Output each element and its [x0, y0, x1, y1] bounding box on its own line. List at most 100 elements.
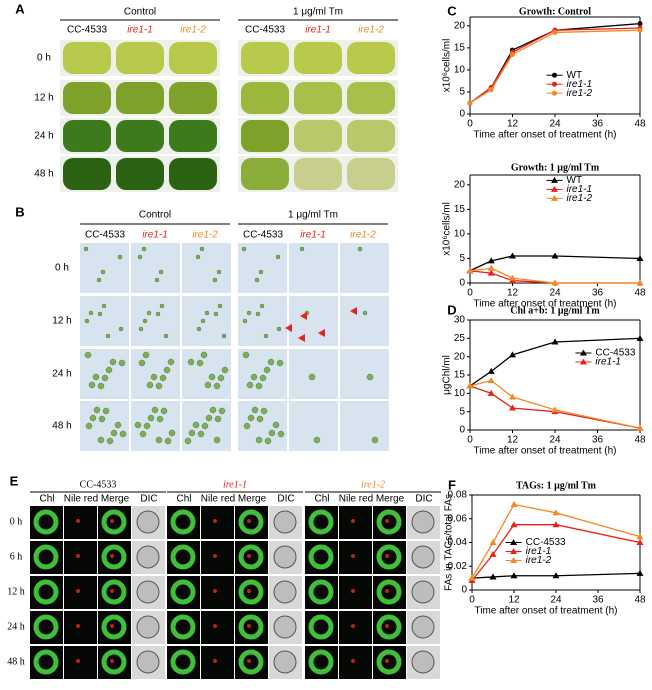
cell: [137, 254, 143, 260]
cell: [139, 430, 147, 438]
cell: [98, 415, 106, 423]
micrograph: [182, 296, 231, 346]
chloroplast: [238, 614, 264, 640]
micrograph: [131, 243, 180, 293]
micrograph: [182, 349, 231, 399]
cell: [151, 406, 159, 414]
legend-label: CC-4533: [595, 348, 635, 359]
strain-label: CC-4533: [245, 25, 285, 36]
cell: [196, 326, 202, 332]
cell: [196, 359, 204, 367]
cell: [97, 382, 105, 390]
cell: [118, 359, 126, 367]
cell: [201, 422, 209, 430]
cell: [155, 382, 163, 390]
cell: [268, 429, 276, 437]
cell: [255, 382, 263, 390]
chloroplast: [101, 614, 127, 640]
channel-label: Chl: [314, 494, 329, 505]
data-point: [509, 351, 516, 358]
lipid: [351, 624, 355, 628]
micrograph: [201, 646, 234, 679]
tube: [294, 120, 342, 152]
y-tick-label: 0: [459, 425, 465, 436]
legend-label: ire1-1: [567, 184, 593, 195]
time-label: 0 h: [10, 516, 23, 527]
cell: [217, 374, 225, 382]
chloroplast: [170, 649, 196, 675]
data-point: [551, 279, 559, 286]
data-point: [510, 521, 518, 528]
cell: [85, 422, 93, 430]
x-tick-label: 36: [592, 119, 604, 130]
y-tick-label: 0.02: [448, 561, 468, 572]
micrograph: [339, 646, 372, 679]
x-axis-label: Time after onset of treatment (h): [473, 299, 616, 310]
lipid: [247, 589, 251, 593]
lipid: [110, 519, 114, 523]
y-tick-label: 0: [461, 585, 467, 596]
cell: [160, 407, 168, 415]
lipid: [385, 519, 389, 523]
x-tick-label: 48: [634, 288, 646, 299]
lipid: [385, 589, 389, 593]
cell: [154, 277, 160, 283]
cell: [150, 373, 158, 381]
cell: [168, 429, 176, 437]
cell: [256, 415, 264, 423]
x-tick-label: 36: [592, 288, 604, 299]
legend-label: CC-4533: [526, 537, 566, 548]
y-tick-label: 10: [454, 229, 466, 240]
lipid: [213, 519, 217, 523]
cell: [241, 246, 247, 252]
cell: [199, 246, 205, 252]
y-axis-label: μgChl/ml: [442, 355, 453, 395]
condition-label: Control: [139, 210, 171, 221]
cell-dic: [411, 510, 435, 534]
cell: [84, 351, 92, 359]
tube: [347, 158, 395, 190]
chloroplast: [376, 579, 402, 605]
data-point: [637, 27, 643, 33]
x-tick-label: 0: [469, 595, 475, 606]
condition-label: 1 μg/ml Tm: [288, 210, 338, 221]
tube: [241, 158, 289, 190]
y-tick-label: 0.04: [448, 537, 468, 548]
data-point: [487, 269, 495, 276]
cell: [114, 421, 122, 429]
series-line: [471, 524, 641, 581]
strain-label: CC-4533: [80, 479, 117, 490]
lipid: [76, 624, 80, 628]
legend-label: ire1-1: [526, 546, 552, 557]
chart-title: Growth: 1 μg/ml Tm: [511, 162, 600, 173]
tube: [294, 82, 342, 114]
legend-label: WT: [567, 70, 583, 81]
cell: [109, 358, 117, 366]
y-tick-label: 0: [459, 278, 465, 289]
strain-label: ire1-2: [358, 25, 384, 36]
channel-label: Nile red: [339, 494, 373, 505]
time-label: 24 h: [52, 369, 71, 380]
data-point: [466, 382, 474, 389]
data-point: [466, 267, 474, 274]
time-label: 24 h: [7, 621, 25, 632]
channel-label: Merge: [101, 494, 130, 505]
micrograph: [182, 243, 231, 293]
channel-label: Merge: [238, 494, 267, 505]
cell: [247, 414, 255, 422]
legend-marker: [579, 349, 587, 356]
channel-label: Chl: [176, 494, 191, 505]
y-axis-label: FAs in TAGs/total FAs: [444, 494, 455, 591]
cell: [276, 359, 284, 367]
tube: [294, 42, 342, 74]
chart-title: TAGs: 1 μg/ml Tm: [516, 480, 597, 491]
x-tick-label: 24: [549, 119, 561, 130]
time-label: 48 h: [52, 421, 71, 432]
cell: [259, 303, 265, 309]
cell: [200, 318, 206, 324]
strain-label: CC-4533: [85, 230, 125, 241]
legend-label: ire1-1: [595, 357, 621, 368]
data-point: [509, 404, 516, 411]
lipid: [247, 554, 251, 558]
data-point: [636, 569, 644, 576]
